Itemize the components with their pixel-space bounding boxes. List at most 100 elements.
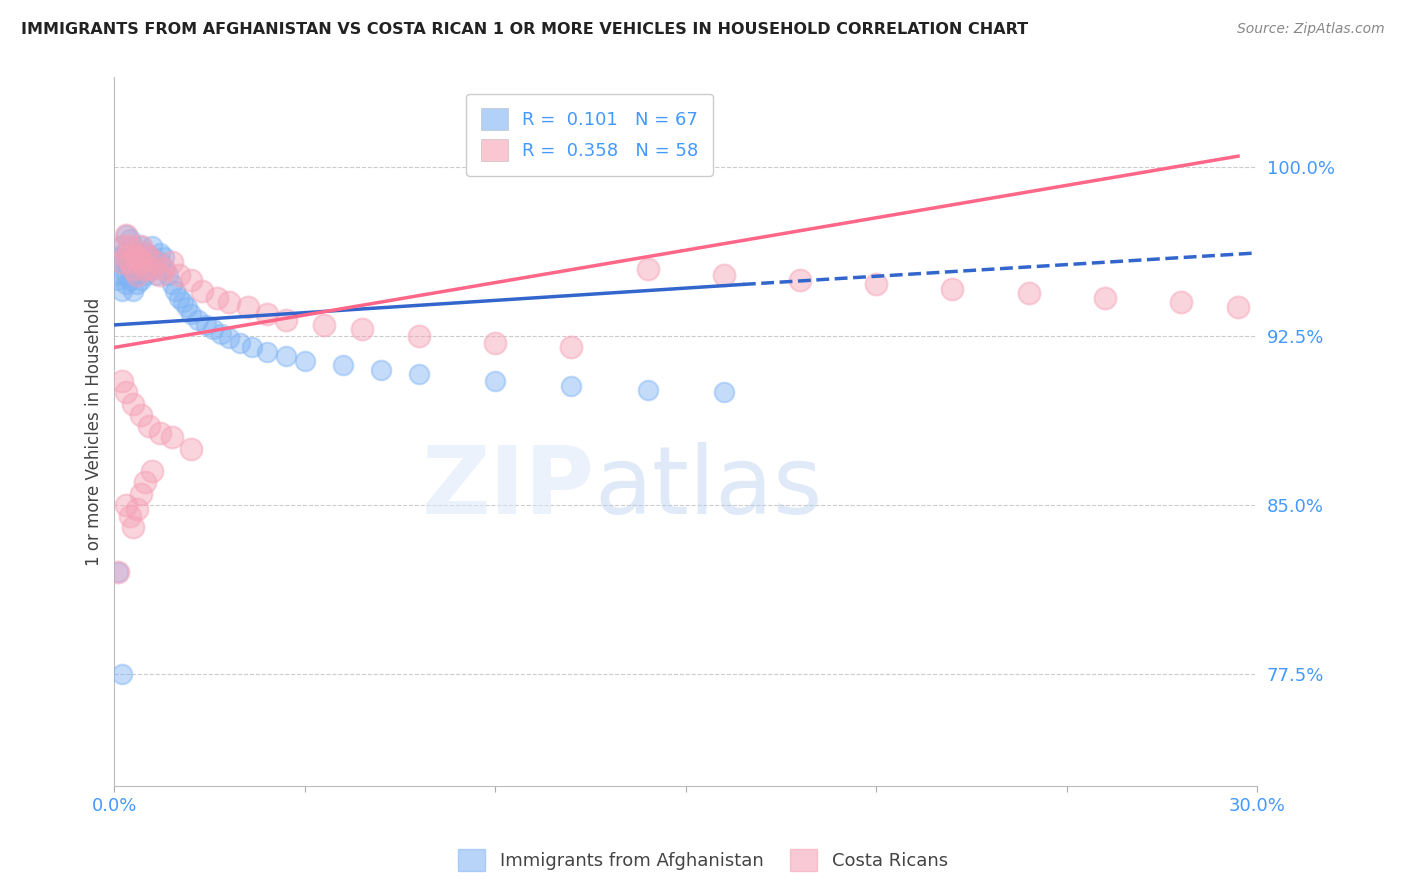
- Point: [256, 307, 278, 321]
- Point: [127, 277, 149, 292]
- Point: [129, 239, 152, 253]
- Point: [156, 268, 179, 283]
- Point: [115, 255, 138, 269]
- Point: [127, 502, 149, 516]
- Point: [115, 268, 138, 283]
- Point: [134, 475, 156, 490]
- Point: [122, 268, 145, 283]
- Point: [236, 300, 259, 314]
- Point: [637, 261, 659, 276]
- Point: [408, 329, 430, 343]
- Text: ZIP: ZIP: [422, 442, 595, 534]
- Point: [111, 255, 134, 269]
- Point: [138, 419, 160, 434]
- Point: [118, 273, 141, 287]
- Point: [122, 284, 145, 298]
- Point: [312, 318, 335, 332]
- Point: [115, 251, 138, 265]
- Point: [118, 255, 141, 269]
- Point: [145, 268, 167, 283]
- Point: [134, 246, 156, 260]
- Point: [484, 335, 506, 350]
- Point: [145, 255, 167, 269]
- Point: [122, 246, 145, 260]
- Point: [167, 268, 190, 283]
- Point: [129, 408, 152, 422]
- Point: [127, 255, 149, 269]
- Point: [118, 261, 141, 276]
- Point: [637, 383, 659, 397]
- Point: [274, 350, 297, 364]
- Point: [240, 340, 263, 354]
- Point: [111, 284, 134, 298]
- Point: [122, 397, 145, 411]
- Point: [129, 486, 152, 500]
- Point: [127, 251, 149, 265]
- Point: [111, 268, 134, 283]
- Point: [115, 498, 138, 512]
- Point: [127, 268, 149, 283]
- Point: [153, 261, 176, 276]
- Point: [129, 255, 152, 269]
- Point: [134, 261, 156, 276]
- Text: IMMIGRANTS FROM AFGHANISTAN VS COSTA RICAN 1 OR MORE VEHICLES IN HOUSEHOLD CORRE: IMMIGRANTS FROM AFGHANISTAN VS COSTA RIC…: [21, 22, 1028, 37]
- Point: [129, 251, 152, 265]
- Point: [149, 255, 172, 269]
- Point: [141, 261, 163, 276]
- Legend: Immigrants from Afghanistan, Costa Ricans: Immigrants from Afghanistan, Costa Rican…: [451, 842, 955, 879]
- Point: [256, 345, 278, 359]
- Point: [122, 239, 145, 253]
- Point: [134, 246, 156, 260]
- Point: [115, 385, 138, 400]
- Point: [560, 340, 582, 354]
- Point: [111, 239, 134, 253]
- Point: [713, 268, 735, 283]
- Point: [111, 255, 134, 269]
- Point: [713, 385, 735, 400]
- Point: [160, 430, 183, 444]
- Point: [160, 277, 183, 292]
- Point: [127, 268, 149, 283]
- Point: [122, 520, 145, 534]
- Point: [1094, 291, 1116, 305]
- Point: [180, 442, 202, 456]
- Point: [118, 251, 141, 265]
- Point: [107, 251, 129, 265]
- Point: [484, 374, 506, 388]
- Point: [207, 291, 229, 305]
- Point: [122, 255, 145, 269]
- Point: [209, 326, 232, 341]
- Point: [141, 464, 163, 478]
- Point: [202, 322, 225, 336]
- Point: [129, 239, 152, 253]
- Point: [107, 566, 129, 580]
- Point: [107, 566, 129, 580]
- Point: [176, 300, 198, 314]
- Point: [129, 261, 152, 276]
- Point: [149, 246, 172, 260]
- Point: [122, 261, 145, 276]
- Point: [218, 331, 240, 345]
- Point: [167, 291, 190, 305]
- Y-axis label: 1 or more Vehicles in Household: 1 or more Vehicles in Household: [86, 298, 103, 566]
- Point: [153, 251, 176, 265]
- Point: [111, 374, 134, 388]
- Point: [115, 227, 138, 242]
- Point: [865, 277, 887, 292]
- Point: [111, 666, 134, 681]
- Point: [138, 251, 160, 265]
- Point: [115, 227, 138, 242]
- Point: [218, 295, 240, 310]
- Point: [229, 335, 252, 350]
- Point: [141, 251, 163, 265]
- Point: [149, 425, 172, 440]
- Point: [350, 322, 373, 336]
- Point: [118, 509, 141, 524]
- Point: [115, 277, 138, 292]
- Point: [294, 354, 316, 368]
- Point: [115, 244, 138, 258]
- Text: atlas: atlas: [595, 442, 823, 534]
- Point: [408, 368, 430, 382]
- Point: [141, 261, 163, 276]
- Point: [138, 261, 160, 276]
